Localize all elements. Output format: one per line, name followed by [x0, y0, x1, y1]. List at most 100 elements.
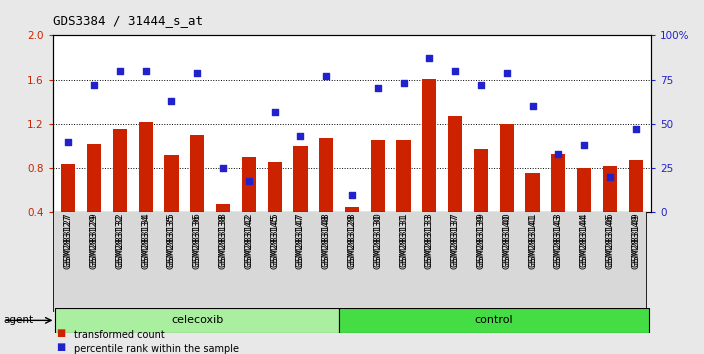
- Bar: [241, 157, 256, 212]
- Text: GSM283142: GSM283142: [244, 212, 253, 267]
- Text: GSM283130: GSM283130: [373, 215, 382, 269]
- Bar: [216, 204, 230, 212]
- Text: GSM283149: GSM283149: [631, 215, 640, 269]
- Bar: [56, 308, 339, 333]
- Point: [346, 192, 358, 198]
- Text: ■: ■: [56, 328, 65, 338]
- Text: GSM283136: GSM283136: [193, 212, 202, 267]
- Text: control: control: [474, 315, 513, 325]
- Text: GSM283131: GSM283131: [399, 215, 408, 269]
- Bar: [629, 160, 643, 212]
- Point: [140, 68, 151, 74]
- Bar: [87, 144, 101, 212]
- Text: GSM283134: GSM283134: [142, 215, 150, 269]
- Text: GSM283129: GSM283129: [89, 212, 99, 267]
- Point: [269, 109, 280, 114]
- Point: [372, 86, 384, 91]
- Text: GSM283147: GSM283147: [296, 215, 305, 269]
- Text: GSM283147: GSM283147: [296, 212, 305, 267]
- Text: GSM283139: GSM283139: [477, 212, 486, 267]
- Text: GSM283146: GSM283146: [605, 212, 615, 267]
- Text: GDS3384 / 31444_s_at: GDS3384 / 31444_s_at: [53, 14, 203, 27]
- Text: GSM283148: GSM283148: [322, 212, 331, 267]
- Bar: [603, 166, 617, 212]
- Point: [424, 56, 435, 61]
- Text: GSM283129: GSM283129: [89, 215, 99, 269]
- Text: GSM283127: GSM283127: [64, 215, 73, 269]
- Bar: [577, 168, 591, 212]
- Bar: [525, 172, 540, 212]
- Text: GSM283141: GSM283141: [528, 212, 537, 267]
- Text: GSM283143: GSM283143: [554, 212, 562, 267]
- Text: GSM283139: GSM283139: [477, 215, 486, 269]
- Point: [527, 103, 538, 109]
- Point: [166, 98, 177, 104]
- Text: GSM283132: GSM283132: [115, 212, 125, 267]
- Point: [553, 151, 564, 157]
- Text: transformed count: transformed count: [74, 330, 165, 340]
- Text: GSM283140: GSM283140: [502, 215, 511, 269]
- Text: GSM283142: GSM283142: [244, 215, 253, 269]
- Text: GSM283135: GSM283135: [167, 215, 176, 269]
- Text: GSM283138: GSM283138: [218, 212, 227, 267]
- Text: GSM283137: GSM283137: [451, 215, 460, 269]
- Point: [191, 70, 203, 75]
- Bar: [474, 149, 488, 212]
- Text: agent: agent: [4, 315, 34, 325]
- Bar: [319, 138, 333, 212]
- Bar: [113, 130, 127, 212]
- Text: GSM283141: GSM283141: [528, 215, 537, 269]
- Text: GSM283133: GSM283133: [425, 215, 434, 269]
- Text: GSM283149: GSM283149: [631, 212, 640, 267]
- Point: [450, 68, 461, 74]
- Text: GSM283127: GSM283127: [64, 212, 73, 267]
- Text: GSM283148: GSM283148: [322, 215, 331, 269]
- Point: [320, 73, 332, 79]
- Point: [398, 80, 409, 86]
- Point: [604, 174, 615, 180]
- Bar: [500, 124, 514, 212]
- Text: percentile rank within the sample: percentile rank within the sample: [74, 344, 239, 354]
- Text: ■: ■: [56, 342, 65, 352]
- Bar: [448, 116, 463, 212]
- Point: [218, 165, 229, 171]
- Point: [475, 82, 486, 88]
- Point: [89, 82, 100, 88]
- Text: GSM283132: GSM283132: [115, 215, 125, 269]
- Text: GSM283128: GSM283128: [348, 212, 356, 267]
- Bar: [164, 155, 179, 212]
- Text: GSM283135: GSM283135: [167, 212, 176, 267]
- Point: [501, 70, 513, 75]
- Bar: [294, 146, 308, 212]
- Text: GSM283144: GSM283144: [579, 212, 589, 267]
- Text: GSM283136: GSM283136: [193, 215, 202, 269]
- Bar: [371, 141, 385, 212]
- Text: celecoxib: celecoxib: [171, 315, 223, 325]
- Text: GSM283144: GSM283144: [579, 215, 589, 269]
- Text: GSM283130: GSM283130: [373, 212, 382, 267]
- Point: [579, 142, 590, 148]
- Bar: [345, 207, 359, 212]
- Text: GSM283128: GSM283128: [348, 215, 356, 269]
- Text: GSM283134: GSM283134: [142, 212, 150, 267]
- Point: [295, 133, 306, 139]
- Bar: [61, 164, 75, 212]
- Text: GSM283146: GSM283146: [605, 215, 615, 269]
- Point: [630, 126, 641, 132]
- Text: GSM283137: GSM283137: [451, 212, 460, 267]
- Text: GSM283143: GSM283143: [554, 215, 562, 269]
- Bar: [268, 161, 282, 212]
- Point: [114, 68, 125, 74]
- Text: GSM283140: GSM283140: [502, 212, 511, 267]
- Text: GSM283133: GSM283133: [425, 212, 434, 267]
- Text: GSM283131: GSM283131: [399, 212, 408, 267]
- Bar: [190, 135, 204, 212]
- Text: GSM283145: GSM283145: [270, 215, 279, 269]
- Bar: [339, 308, 648, 333]
- Text: GSM283145: GSM283145: [270, 212, 279, 267]
- Bar: [396, 141, 410, 212]
- Point: [243, 178, 254, 183]
- Bar: [422, 79, 436, 212]
- Bar: [551, 154, 565, 212]
- Text: GSM283138: GSM283138: [218, 215, 227, 269]
